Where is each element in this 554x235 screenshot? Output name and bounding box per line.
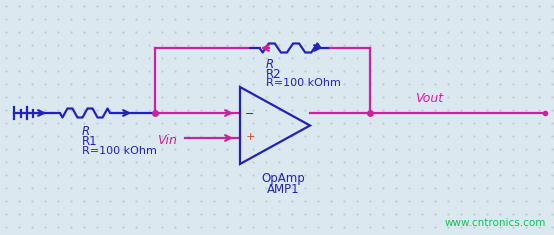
Text: R: R [82, 125, 90, 138]
Text: −: − [245, 109, 255, 119]
Text: R1: R1 [82, 135, 98, 148]
Text: Vin: Vin [157, 133, 177, 146]
Text: OpAmp: OpAmp [261, 172, 305, 185]
Text: R=100 kOhm: R=100 kOhm [82, 146, 157, 156]
Text: R=100 kOhm: R=100 kOhm [266, 78, 341, 88]
Text: Vout: Vout [415, 92, 443, 105]
Text: R2: R2 [266, 68, 281, 81]
Text: +: + [245, 132, 255, 142]
Text: R: R [266, 58, 274, 71]
Text: www.cntronics.com: www.cntronics.com [445, 218, 546, 228]
Text: AMP1: AMP1 [266, 183, 299, 196]
